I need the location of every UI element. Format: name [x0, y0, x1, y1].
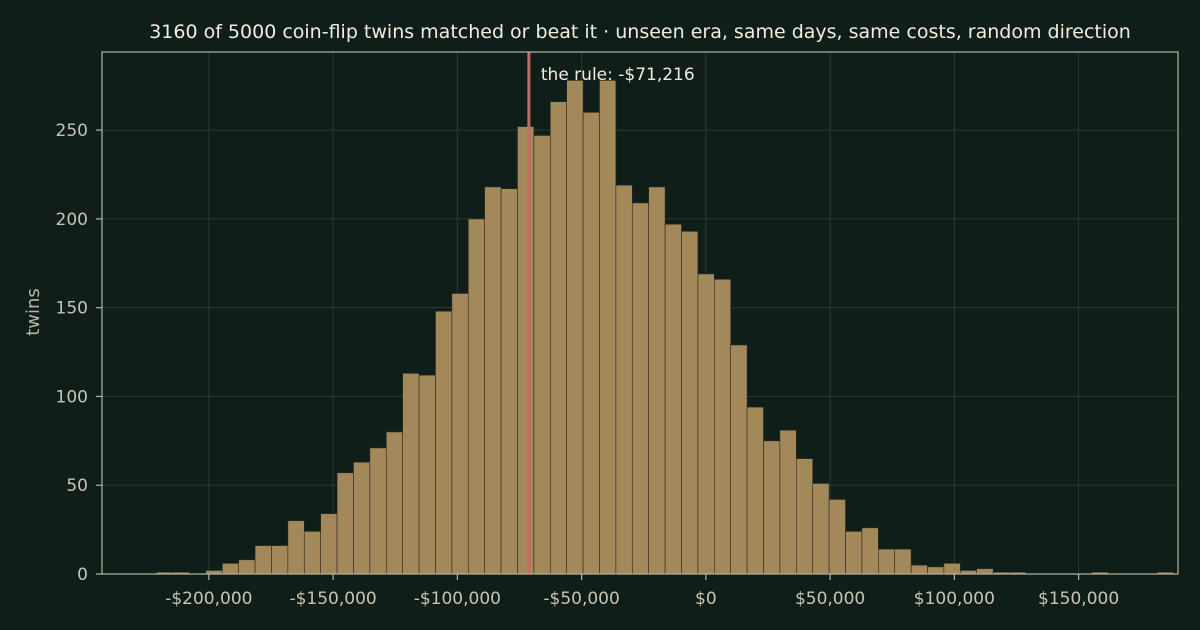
y-tick-label: 0: [77, 565, 88, 585]
y-tick-label: 100: [56, 387, 88, 407]
x-tick-label: -$100,000: [414, 589, 501, 609]
histogram-bar: [943, 563, 961, 575]
histogram-bar: [484, 186, 502, 575]
x-tick-label: -$50,000: [543, 589, 619, 609]
histogram-bar: [369, 447, 387, 575]
histogram-bars: [156, 80, 1174, 575]
axes: -$200,000 -$150,000 -$100,000 -$50,000 $0 $50…: [56, 51, 1179, 609]
histogram-bar: [648, 186, 666, 575]
histogram-bar: [796, 458, 814, 575]
histogram-bar: [451, 293, 469, 575]
histogram-bar: [910, 564, 928, 575]
histogram-bar: [828, 499, 846, 575]
rule-marker: the rule: -$71,216: [527, 52, 695, 574]
histogram-bar: [631, 202, 649, 575]
histogram-bar: [549, 101, 567, 575]
histogram-bar: [517, 126, 535, 575]
y-tick-label: 200: [56, 210, 88, 230]
y-tick-label: 250: [56, 121, 88, 141]
histogram-bar: [435, 310, 453, 575]
histogram-bar: [303, 531, 321, 575]
histogram-bar: [533, 135, 551, 575]
x-tick-label: $100,000: [914, 589, 995, 609]
histogram-bar: [271, 545, 289, 575]
histogram-bar: [861, 527, 879, 575]
histogram-bar: [385, 431, 403, 575]
histogram-bar: [746, 406, 764, 575]
histogram-bar: [599, 80, 617, 575]
histogram-bar: [582, 112, 600, 575]
histogram-bar: [336, 472, 354, 575]
histogram-bar: [714, 278, 732, 575]
x-tick-label: $50,000: [795, 589, 865, 609]
histogram-bar: [779, 429, 797, 575]
histogram-bar: [878, 548, 896, 575]
histogram-bar: [812, 483, 830, 575]
histogram-bar: [763, 440, 781, 575]
y-tick-label: 50: [66, 476, 88, 496]
rule-marker-label: the rule: -$71,216: [541, 65, 695, 85]
histogram-bar: [320, 513, 338, 575]
y-axis-title: twins: [23, 288, 44, 336]
histogram-bar: [238, 559, 256, 575]
histogram-bar: [615, 184, 633, 575]
histogram-bar: [254, 545, 272, 575]
histogram-bar: [730, 344, 748, 575]
histogram-bar: [566, 80, 584, 575]
histogram-bar: [467, 218, 485, 575]
histogram-bar: [681, 231, 699, 575]
histogram-bar: [845, 531, 863, 575]
y-tick-label: 150: [56, 299, 88, 319]
histogram-bar: [500, 188, 518, 575]
histogram-bar: [664, 223, 682, 575]
histogram-bar: [221, 563, 239, 575]
chart-title: 3160 of 5000 coin-flip twins matched or …: [149, 21, 1131, 43]
x-tick-label: $150,000: [1038, 589, 1119, 609]
histogram-bar: [353, 461, 371, 575]
histogram-bar: [976, 568, 994, 575]
histogram-bar: [894, 548, 912, 575]
histogram-bar: [697, 273, 715, 575]
x-tick-label: -$200,000: [165, 589, 252, 609]
histogram-bar: [418, 374, 436, 575]
histogram-bar: [287, 520, 305, 575]
x-tick-label: -$150,000: [289, 589, 376, 609]
plot-frame: [101, 51, 1179, 575]
histogram-bar: [927, 566, 945, 575]
histogram-bar: [402, 373, 420, 575]
x-tick-label: $0: [695, 589, 717, 609]
